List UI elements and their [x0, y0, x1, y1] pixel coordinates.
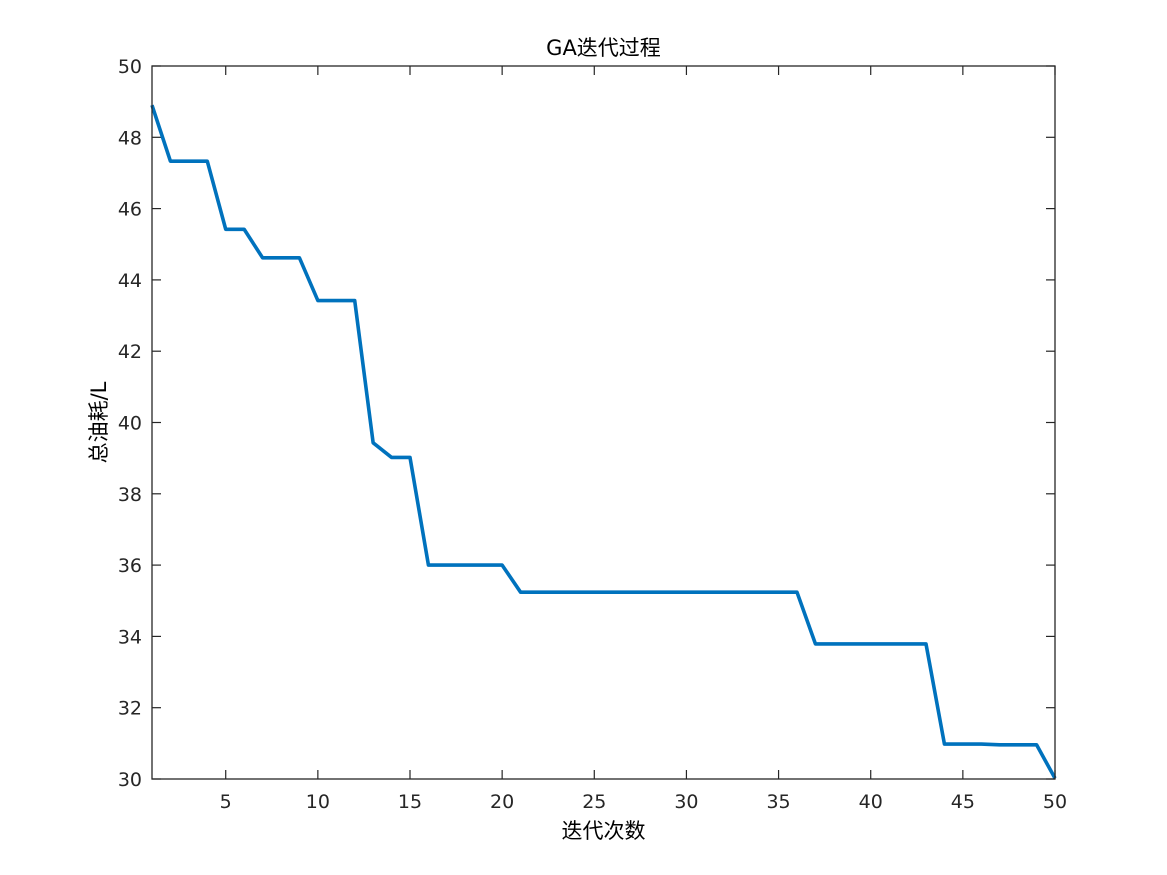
- x-tick-label: 45: [951, 791, 975, 813]
- y-tick-label: 42: [118, 341, 142, 363]
- y-tick-label: 30: [118, 769, 142, 791]
- y-tick-label: 50: [118, 56, 142, 78]
- series-layer: [150, 104, 1057, 780]
- x-tick-label: 30: [674, 791, 698, 813]
- x-tick-label: 15: [398, 791, 422, 813]
- chart-title: GA迭代过程: [546, 36, 661, 60]
- series-line-1: [150, 104, 1057, 780]
- y-tick-label: 40: [118, 413, 142, 435]
- tick-labels: 5 10 15 20 25 30 35 40 45 50 30 32 34 36 38 40 42 44 46 48 5…: [118, 56, 1067, 813]
- x-axis-title: 迭代次数: [562, 819, 646, 843]
- x-tick-label: 20: [490, 791, 514, 813]
- plot-frame: [151, 65, 1056, 780]
- y-tick-label: 36: [118, 555, 142, 577]
- y-tick-label: 38: [118, 484, 142, 506]
- x-tick-label: 5: [220, 791, 232, 813]
- x-tick-label: 10: [306, 791, 330, 813]
- y-tick-label: 44: [118, 270, 142, 292]
- y-tick-label: 34: [118, 626, 142, 648]
- y-axis-title: 总油耗/L: [87, 381, 111, 463]
- x-tick-label: 25: [582, 791, 606, 813]
- x-tick-label: 35: [766, 791, 790, 813]
- y-tick-label: 46: [118, 199, 142, 221]
- x-tick-label: 40: [859, 791, 883, 813]
- y-tick-label: 32: [118, 698, 142, 720]
- y-tick-label: 48: [118, 127, 142, 149]
- x-tick-label: 50: [1043, 791, 1067, 813]
- plot-area: [152, 66, 1055, 779]
